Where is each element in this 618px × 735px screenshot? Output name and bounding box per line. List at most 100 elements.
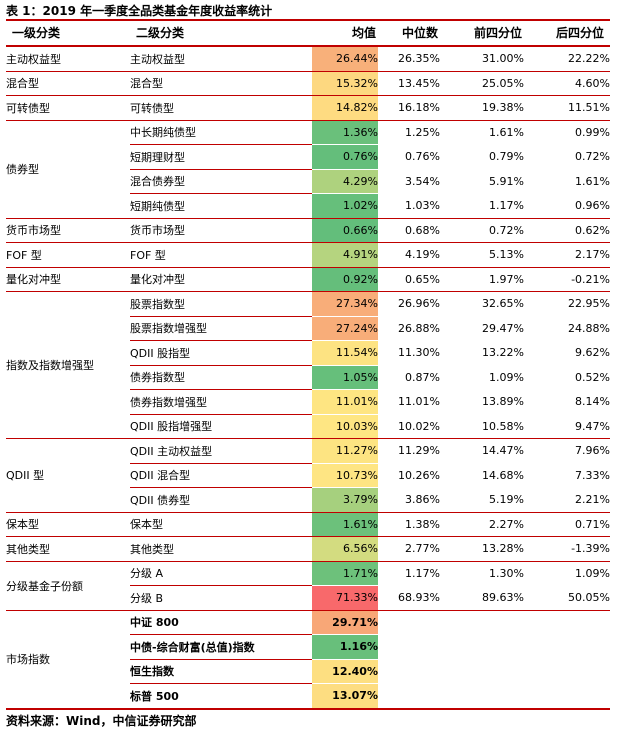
- mean-value: 1.05%: [312, 365, 378, 390]
- category-level2: 主动权益型: [130, 52, 185, 66]
- upper-quartile-value: 1.17%: [489, 199, 524, 213]
- lower-quartile-value: 50.05%: [568, 591, 610, 605]
- upper-quartile-value: 10.58%: [482, 419, 524, 433]
- category-level1: FOF 型: [6, 242, 130, 267]
- category-level2: 债券指数型: [130, 364, 312, 390]
- lower-quartile-value: 9.62%: [575, 346, 610, 360]
- upper-quartile-value: 1.97%: [440, 266, 524, 292]
- bottom-rule: [6, 708, 610, 710]
- lower-quartile-value: -1.39%: [524, 536, 610, 561]
- lower-quartile-value: 0.96%: [575, 199, 610, 213]
- upper-quartile-value: 29.47%: [482, 321, 524, 335]
- lower-quartile-value: 22.95%: [524, 291, 610, 316]
- upper-quartile-value: 0.72%: [440, 217, 524, 243]
- median-value: 0.68%: [378, 217, 440, 243]
- upper-quartile-value: 13.89%: [482, 395, 524, 409]
- table-row: 恒生指数 12.40%: [6, 658, 610, 684]
- upper-quartile-value: 13.28%: [440, 536, 524, 561]
- median-value: 0.76%: [405, 150, 440, 164]
- table-row: 债券指数增强型 11.01% 11.01% 13.89% 8.14%: [6, 389, 610, 414]
- median-value: 26.96%: [378, 291, 440, 316]
- upper-quartile-value: 1.61%: [440, 119, 524, 145]
- table-row: QDII 股指型 11.54% 11.30% 13.22% 9.62%: [6, 340, 610, 365]
- lower-quartile-value: -0.21%: [524, 266, 610, 292]
- category-level2: QDII 混合型: [130, 462, 312, 488]
- mean-value: 27.24%: [312, 316, 378, 341]
- upper-quartile-value: [440, 635, 524, 660]
- category-level2: 混合型: [130, 70, 312, 96]
- median-value: 26.88%: [398, 321, 440, 335]
- lower-quartile-value: 1.61%: [575, 174, 610, 188]
- median-value: 11.29%: [378, 438, 440, 463]
- upper-quartile-value: 2.27%: [440, 511, 524, 537]
- upper-quartile-value: 89.63%: [482, 591, 524, 605]
- upper-quartile-value: 0.79%: [489, 150, 524, 164]
- category-level1: 其他类型: [6, 536, 130, 561]
- mean-value: 12.40%: [312, 659, 378, 684]
- returns-table: 主动权益型 主动权益型 26.44% 26.35% 31.00% 22.22% 混合型 混合型…: [6, 47, 610, 708]
- table-row: 量化对冲型 量化对冲型 0.92% 0.65% 1.97% -0.21%: [6, 266, 610, 292]
- table-row: 标普 500 13.07%: [6, 683, 610, 708]
- mean-value: 14.82%: [312, 95, 378, 120]
- mean-value: 1.61%: [312, 511, 378, 537]
- lower-quartile-value: 8.14%: [575, 395, 610, 409]
- table-row: 债券指数型 1.05% 0.87% 1.09% 0.52%: [6, 364, 610, 390]
- category-level2: QDII 股指增强型: [130, 413, 312, 439]
- table-title: 表 1：2019 年一季度全品类基金年度收益率统计: [6, 4, 273, 18]
- category-level1: 分级基金子份额: [6, 560, 130, 610]
- mean-value: 71.33%: [312, 585, 378, 610]
- mean-value: 11.54%: [312, 340, 378, 365]
- upper-quartile-value: 13.22%: [482, 346, 524, 360]
- category-level2: QDII 主动权益型: [130, 438, 312, 463]
- category-level2: 量化对冲型: [130, 266, 312, 292]
- mean-value: 11.01%: [312, 389, 378, 414]
- category-level2: 股票指数型: [130, 291, 312, 316]
- lower-quartile-value: 22.22%: [568, 52, 610, 66]
- category-level2: 标普 500: [130, 683, 312, 708]
- category-level1: 货币市场型: [6, 217, 130, 243]
- median-value: 16.18%: [378, 95, 440, 120]
- table-row: 指数及指数增强型 股票指数型 27.34% 26.96% 32.65% 22.95%: [6, 291, 610, 439]
- upper-quartile-value: [440, 609, 524, 635]
- lower-quartile-value: [524, 635, 610, 660]
- mean-value: 4.29%: [312, 169, 378, 194]
- category-level2: QDII 股指型: [130, 340, 312, 365]
- lower-quartile-value: 2.21%: [575, 493, 610, 507]
- category-level2: 中债-综合财富(总值)指数: [130, 634, 312, 659]
- table-row: 分级 B 71.33% 68.93% 89.63% 50.05%: [6, 585, 610, 610]
- lower-quartile-value: 4.60%: [524, 70, 610, 96]
- median-value: [378, 684, 440, 708]
- table-row: QDII 混合型 10.73% 10.26% 14.68% 7.33%: [6, 462, 610, 488]
- mean-value: 26.44%: [312, 47, 378, 71]
- upper-quartile-value: [440, 684, 524, 708]
- mean-value: 1.36%: [312, 119, 378, 145]
- upper-quartile-value: 19.38%: [440, 95, 524, 120]
- table-row: 市场指数 中证 800 29.71%: [6, 609, 610, 708]
- median-value: 3.86%: [405, 493, 440, 507]
- source-note: 资料来源：Wind，中信证券研究部: [6, 714, 197, 728]
- mean-value: 29.71%: [312, 609, 378, 635]
- median-value: 0.87%: [405, 370, 440, 384]
- lower-quartile-value: [524, 609, 610, 635]
- median-value: 26.35%: [398, 52, 440, 66]
- mean-value: 10.03%: [312, 414, 378, 439]
- median-value: 68.93%: [398, 591, 440, 605]
- upper-quartile-value: 5.19%: [489, 493, 524, 507]
- mean-value: 10.73%: [312, 463, 378, 488]
- lower-quartile-value: 9.47%: [575, 419, 610, 433]
- table-row: 混合型 混合型 15.32% 13.45% 25.05% 4.60%: [6, 70, 610, 96]
- mean-value: 13.07%: [312, 683, 378, 708]
- median-value: 10.26%: [398, 468, 440, 482]
- table-row: 债券型 中长期纯债型 1.36% 1.25% 1.61% 0.99%: [6, 119, 610, 218]
- median-value: [378, 635, 440, 660]
- table-row: 可转债型 可转债型 14.82% 16.18% 19.38% 11.51%: [6, 95, 610, 120]
- mean-value: 0.92%: [312, 266, 378, 292]
- upper-quartile-value: 1.30%: [440, 560, 524, 586]
- category-level2: 短期纯债型: [130, 193, 312, 218]
- category-level2: 保本型: [130, 511, 312, 537]
- median-value: [378, 659, 440, 684]
- mean-value: 1.16%: [312, 634, 378, 659]
- lower-quartile-value: 0.99%: [524, 119, 610, 145]
- lower-quartile-value: 11.51%: [524, 95, 610, 120]
- category-level2: 混合债券型: [130, 168, 312, 194]
